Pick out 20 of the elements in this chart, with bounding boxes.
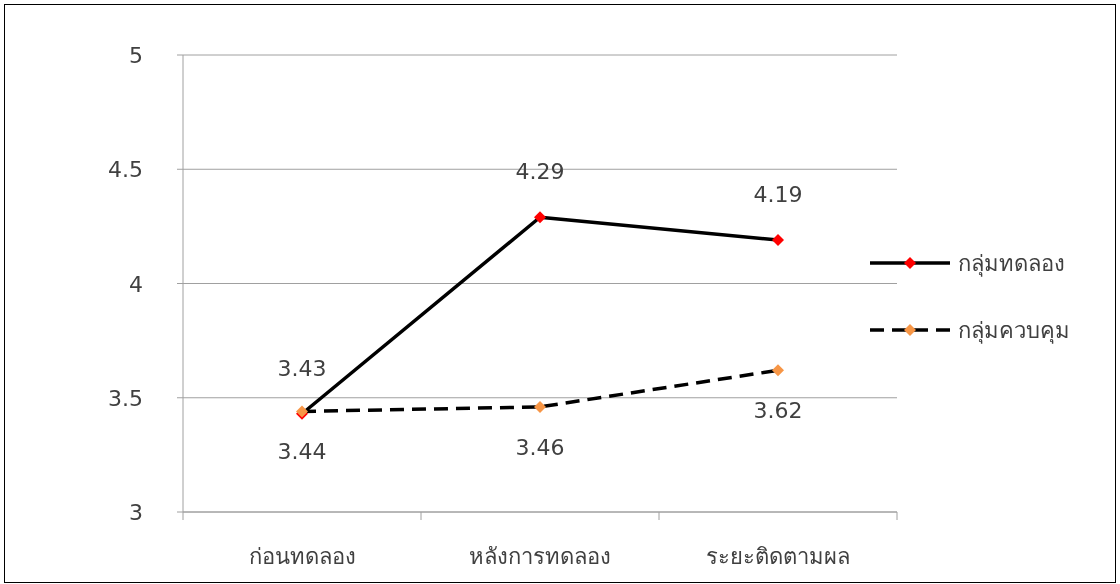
point <box>534 400 546 413</box>
y-tick-label: 3 <box>129 500 143 525</box>
point <box>772 364 784 377</box>
data-label: 3.44 <box>277 439 327 465</box>
x-tick-label: หลังการทดลอง <box>469 544 611 569</box>
y-tick-label: 4.5 <box>108 157 143 183</box>
point <box>772 234 784 247</box>
legend-label: กลุ่มทดลอง <box>958 251 1065 277</box>
x-tick-label: ก่อนทดลอง <box>248 544 356 569</box>
data-label: 3.62 <box>753 398 803 424</box>
y-tick-label: 3.5 <box>108 385 143 411</box>
data-label: 4.29 <box>515 159 565 185</box>
data-label: 3.43 <box>277 355 327 381</box>
data-label: 3.46 <box>515 434 565 460</box>
data-label: 4.19 <box>753 182 803 208</box>
point <box>534 211 546 224</box>
x-tick-label: ระยะติดตามผล <box>706 544 850 569</box>
y-tick-label: 4 <box>129 271 143 297</box>
legend-label: กลุ่มควบคุม <box>958 318 1070 344</box>
y-tick-label: 5 <box>129 43 143 68</box>
